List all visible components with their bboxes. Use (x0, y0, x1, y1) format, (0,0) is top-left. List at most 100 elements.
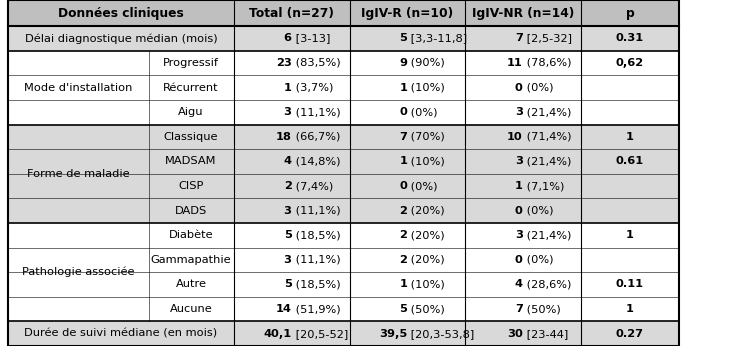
Text: [3,3-11,8]: [3,3-11,8] (407, 33, 468, 43)
Text: [2,5-32]: [2,5-32] (523, 33, 571, 43)
Text: (0%): (0%) (523, 255, 554, 265)
Text: 11: 11 (507, 58, 523, 68)
Text: (21,4%): (21,4%) (523, 107, 571, 117)
Bar (8, 198, 679, 223)
Text: Diabète: Diabète (169, 230, 214, 240)
Text: 2: 2 (284, 181, 291, 191)
Bar (8, 125, 149, 223)
Text: 0: 0 (400, 107, 407, 117)
Text: 1: 1 (400, 280, 407, 290)
Text: 7: 7 (400, 132, 407, 142)
Text: 1: 1 (626, 132, 634, 142)
Bar (8, 0, 679, 26)
Text: 1: 1 (626, 304, 634, 314)
Text: [23-44]: [23-44] (523, 329, 568, 339)
Text: p: p (625, 7, 634, 19)
Text: 5: 5 (284, 280, 291, 290)
Text: 0.61: 0.61 (616, 156, 644, 166)
Text: (3,7%): (3,7%) (291, 83, 333, 93)
Text: (0%): (0%) (407, 107, 438, 117)
Bar (8, 223, 149, 321)
Text: CISP: CISP (179, 181, 204, 191)
Text: 3: 3 (515, 107, 523, 117)
Text: (11,1%): (11,1%) (291, 206, 340, 216)
Text: 1: 1 (515, 181, 523, 191)
Text: 2: 2 (400, 206, 407, 216)
Text: (50%): (50%) (407, 304, 445, 314)
Text: Durée de suivi médiane (en mois): Durée de suivi médiane (en mois) (25, 329, 217, 339)
Text: 0.31: 0.31 (616, 33, 644, 43)
Text: DADS: DADS (175, 206, 207, 216)
Text: 23: 23 (276, 58, 291, 68)
Text: 1: 1 (400, 156, 407, 166)
Text: 3: 3 (284, 206, 291, 216)
Text: (78,6%): (78,6%) (523, 58, 571, 68)
Text: Progressif: Progressif (163, 58, 219, 68)
Bar (8, 26, 679, 51)
Text: 5: 5 (400, 33, 407, 43)
Text: (11,1%): (11,1%) (291, 107, 340, 117)
Text: (14,8%): (14,8%) (291, 156, 340, 166)
Bar (8, 149, 679, 174)
Text: IgIV-R (n=10): IgIV-R (n=10) (361, 7, 453, 19)
Bar (8, 321, 679, 346)
Text: Aigu: Aigu (179, 107, 204, 117)
Bar (8, 100, 679, 125)
Text: 7: 7 (515, 304, 523, 314)
Bar (8, 51, 679, 75)
Text: (0%): (0%) (407, 181, 438, 191)
Text: (18,5%): (18,5%) (291, 230, 340, 240)
Text: 0.11: 0.11 (616, 280, 644, 290)
Text: (21,4%): (21,4%) (523, 230, 571, 240)
Text: 6: 6 (284, 33, 291, 43)
Text: Données cliniques: Données cliniques (58, 7, 184, 19)
Text: (20%): (20%) (407, 230, 444, 240)
Text: (10%): (10%) (407, 156, 445, 166)
Bar (8, 75, 679, 100)
Text: 40,1: 40,1 (264, 329, 291, 339)
Text: Classique: Classique (164, 132, 218, 142)
Text: (10%): (10%) (407, 280, 445, 290)
Text: IgIV-NR (n=14): IgIV-NR (n=14) (471, 7, 574, 19)
Text: (71,4%): (71,4%) (523, 132, 571, 142)
Bar (8, 247, 679, 272)
Text: Récurrent: Récurrent (164, 83, 219, 93)
Text: (18,5%): (18,5%) (291, 280, 340, 290)
Text: (51,9%): (51,9%) (291, 304, 340, 314)
Text: (28,6%): (28,6%) (523, 280, 571, 290)
Text: Pathologie associée: Pathologie associée (22, 267, 134, 277)
Text: MADSAM: MADSAM (165, 156, 217, 166)
Text: (20%): (20%) (407, 255, 444, 265)
Text: [20,3-53,8]: [20,3-53,8] (407, 329, 474, 339)
Text: 0: 0 (515, 255, 523, 265)
Text: Délai diagnostique médian (mois): Délai diagnostique médian (mois) (25, 33, 217, 44)
Text: 1: 1 (400, 83, 407, 93)
Text: 9: 9 (399, 58, 407, 68)
Text: (7,1%): (7,1%) (523, 181, 564, 191)
Text: Total (n=27): Total (n=27) (249, 7, 334, 19)
Text: (0%): (0%) (523, 83, 554, 93)
Text: (70%): (70%) (407, 132, 445, 142)
Text: 10: 10 (507, 132, 523, 142)
Text: 3: 3 (284, 255, 291, 265)
Text: Mode d'installation: Mode d'installation (24, 83, 133, 93)
Text: (66,7%): (66,7%) (291, 132, 340, 142)
Text: 14: 14 (276, 304, 291, 314)
Text: (21,4%): (21,4%) (523, 156, 571, 166)
Text: 7: 7 (515, 33, 523, 43)
Text: Autre: Autre (176, 280, 207, 290)
Text: 30: 30 (507, 329, 523, 339)
Text: (20%): (20%) (407, 206, 444, 216)
Text: 0.27: 0.27 (616, 329, 644, 339)
Text: 39,5: 39,5 (379, 329, 407, 339)
Bar (8, 272, 679, 297)
Text: 5: 5 (400, 304, 407, 314)
Text: (11,1%): (11,1%) (291, 255, 340, 265)
Text: 0: 0 (515, 83, 523, 93)
Text: 3: 3 (515, 230, 523, 240)
Text: 1: 1 (284, 83, 291, 93)
Text: 3: 3 (515, 156, 523, 166)
Text: 3: 3 (284, 107, 291, 117)
Text: [20,5-52]: [20,5-52] (291, 329, 348, 339)
Text: 0: 0 (400, 181, 407, 191)
